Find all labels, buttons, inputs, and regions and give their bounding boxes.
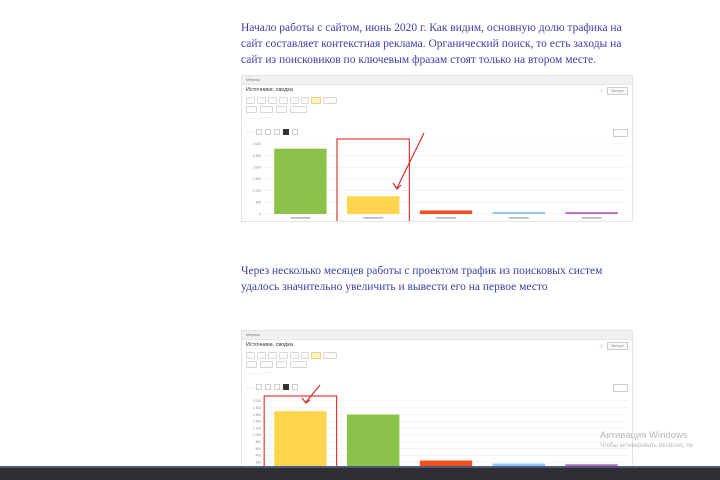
segment-chip xyxy=(246,361,258,368)
attribution-row: …………… ······ xyxy=(246,371,273,375)
filter-chip xyxy=(257,352,266,359)
y-tick-label: 1 000 xyxy=(253,433,261,437)
chart-bar xyxy=(419,460,473,469)
y-tick-label: 2 000 xyxy=(253,399,261,403)
filter-chip-selected xyxy=(310,352,321,359)
chart-bar xyxy=(274,411,327,469)
x-category-label xyxy=(436,217,456,219)
report-top-bar: Метрика xyxy=(242,331,632,340)
windows-activation-watermark: Активация Windows Чтобы активировать Win… xyxy=(600,430,693,451)
filter-chip xyxy=(289,97,300,104)
x-category-label xyxy=(363,217,384,219)
activation-title: Активация Windows xyxy=(600,430,688,441)
segment-chip xyxy=(289,106,308,113)
view-button xyxy=(256,384,262,390)
y-tick-label: 2 000 xyxy=(253,166,261,170)
view-button xyxy=(292,129,298,135)
export-button: Экспорт xyxy=(606,342,628,350)
y-tick-label: 600 xyxy=(256,447,262,451)
chart-bar xyxy=(565,212,618,214)
chart-bar xyxy=(346,196,400,214)
intro-paragraph: Начало работы с сайтом, июнь 2020 г. Как… xyxy=(241,22,622,66)
traffic-sources-chart-june: 3 000 2 500 2 000 1 500 1 000 500 0 xyxy=(253,138,628,221)
report-title: Источники, сводка xyxy=(246,87,293,93)
segment-chip xyxy=(260,361,273,368)
segment-chip xyxy=(260,106,273,113)
y-tick-label: 1 400 xyxy=(253,420,261,424)
view-button xyxy=(256,129,262,135)
segment-chip xyxy=(275,106,287,113)
filter-chip xyxy=(267,352,278,359)
report-breadcrumb: Метрика xyxy=(246,78,260,82)
view-button xyxy=(274,384,280,390)
report-top-bar: Метрика xyxy=(242,76,632,85)
view-button xyxy=(265,384,271,390)
filter-chip xyxy=(301,97,309,104)
y-tick-label: 1 200 xyxy=(253,426,261,430)
filter-chip xyxy=(279,352,288,359)
y-tick-label: 0 xyxy=(259,212,261,216)
y-tick-label: 3 000 xyxy=(253,142,261,146)
chart-bar xyxy=(274,148,327,214)
segment-row xyxy=(246,361,308,368)
view-button xyxy=(274,129,280,135)
activation-subtitle: Чтобы активировать Windows, пе xyxy=(600,443,693,449)
windows-taskbar[interactable] xyxy=(0,466,720,480)
view-label: …… xyxy=(246,385,253,389)
y-tick-label: 1 800 xyxy=(253,406,261,410)
chart-bar xyxy=(492,211,546,214)
chart-view-switcher: …… xyxy=(246,129,298,135)
segment-chip xyxy=(246,106,258,113)
chart-settings-button xyxy=(613,384,628,392)
x-category-label xyxy=(508,217,529,219)
date-range-chip xyxy=(322,97,338,104)
report-actions: ⓘ Экспорт xyxy=(599,87,628,95)
chart-settings-button xyxy=(613,129,628,137)
view-button-active xyxy=(283,384,289,390)
view-button xyxy=(292,384,298,390)
highlight-box xyxy=(263,395,338,476)
view-label: …… xyxy=(246,130,253,134)
result-paragraph: Через несколько месяцев работы с проекто… xyxy=(241,265,603,293)
view-button xyxy=(265,129,271,135)
period-filters xyxy=(246,97,338,104)
report-actions: ⓘ Экспорт xyxy=(599,342,628,350)
segment-chip xyxy=(289,361,308,368)
x-category-label xyxy=(290,217,311,219)
filter-chip xyxy=(279,97,288,104)
segment-chip xyxy=(275,361,287,368)
segment-row xyxy=(246,106,308,113)
y-tick-label: 500 xyxy=(256,201,262,205)
report-breadcrumb: Метрика xyxy=(246,333,260,337)
filter-chip xyxy=(289,352,300,359)
filter-chip xyxy=(257,97,266,104)
view-button-active xyxy=(283,129,289,135)
y-tick-label: 1 000 xyxy=(253,189,261,193)
y-tick-label: 400 xyxy=(256,454,262,458)
period-filters xyxy=(246,352,338,359)
filter-chip xyxy=(246,97,256,104)
report-info-icon: ⓘ xyxy=(599,88,603,93)
report-screenshot-june: Метрика Источники, сводка ⓘ Экспорт …………… xyxy=(241,75,633,222)
report-info-icon: ⓘ xyxy=(599,343,603,348)
filter-chip xyxy=(246,352,256,359)
chart-bar xyxy=(346,414,400,469)
y-tick-label: 1 600 xyxy=(253,413,261,417)
export-button: Экспорт xyxy=(606,87,628,95)
filter-chip-selected xyxy=(310,97,321,104)
y-tick-label: 200 xyxy=(256,460,262,464)
y-tick-label: 1 500 xyxy=(253,177,261,181)
chart-bar xyxy=(419,210,473,214)
date-range-chip xyxy=(322,352,338,359)
filter-chip xyxy=(267,97,278,104)
filter-chip xyxy=(301,352,309,359)
report-screenshot-later: Метрика Источники, сводка ⓘ Экспорт …………… xyxy=(241,330,633,477)
chart-view-switcher: …… xyxy=(246,384,298,390)
traffic-sources-chart-later: 2 000 1 800 1 600 1 400 1 200 1 000 800 600 400 2… xyxy=(253,395,628,476)
report-title: Источники, сводка xyxy=(246,342,293,348)
y-tick-label: 2 500 xyxy=(253,154,261,158)
x-category-label xyxy=(581,217,602,219)
y-tick-label: 800 xyxy=(256,440,262,444)
attribution-row: …………… ······ xyxy=(246,116,273,120)
